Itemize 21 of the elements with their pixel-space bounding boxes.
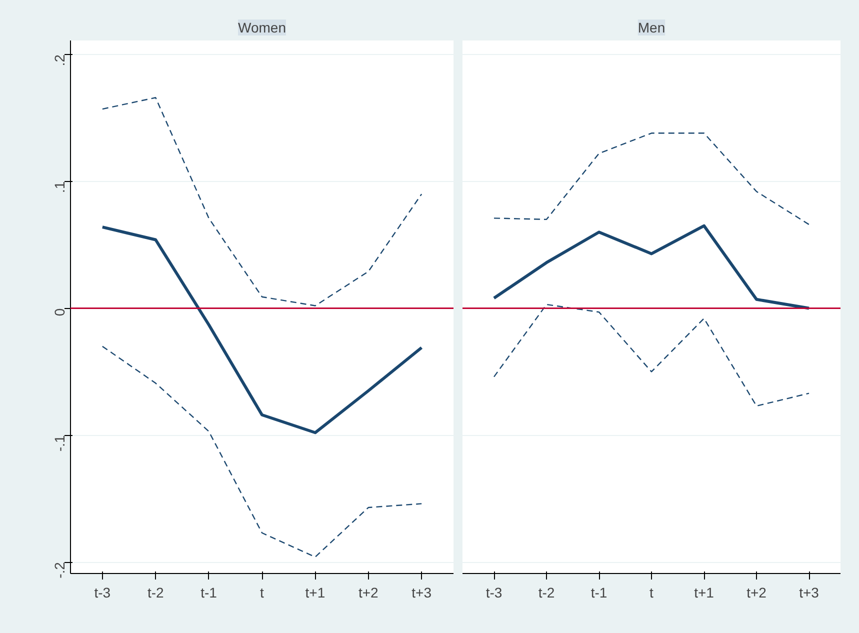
x-tick-label: t: [650, 584, 654, 600]
y-tick-label: -.2: [52, 562, 68, 578]
x-tick-label: t-1: [590, 584, 608, 600]
x-tick-label: t: [260, 584, 264, 600]
y-tick-label: -.1: [52, 434, 68, 452]
x-tick-label: t+2: [358, 584, 379, 600]
x-tick-label: t+1: [305, 584, 326, 600]
y-tick-label: .2: [52, 54, 68, 66]
x-tick-label: t-1: [200, 584, 218, 600]
x-tick-label: t-2: [538, 584, 555, 600]
chart-title: Men: [638, 20, 666, 36]
chart-title: Women: [238, 20, 286, 36]
x-tick-label: t+3: [412, 584, 432, 600]
x-tick-label: t+3: [799, 584, 820, 600]
x-tick-label: t+2: [746, 584, 767, 600]
x-tick-label: t-3: [94, 584, 111, 600]
x-tick-label: t-2: [147, 584, 164, 600]
x-tick-label: t-3: [486, 584, 502, 600]
x-tick-label: t+1: [694, 584, 714, 600]
y-tick-label: .1: [52, 181, 68, 194]
y-tick-label: 0: [52, 308, 68, 316]
